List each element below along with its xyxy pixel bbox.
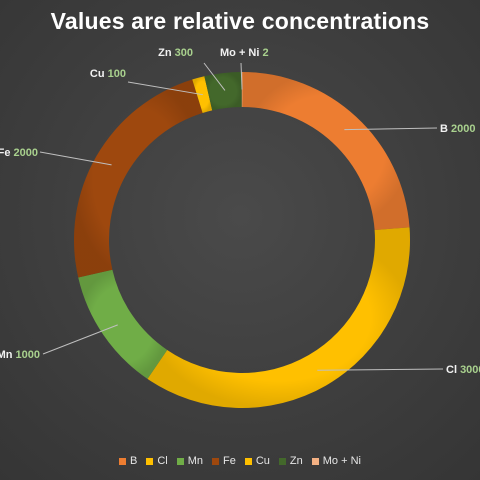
- legend-swatch: [311, 457, 319, 465]
- data-label-name: Mo + Ni: [220, 47, 262, 59]
- data-label-name: Mn: [0, 349, 16, 361]
- data-label-name: B: [440, 123, 451, 135]
- leader-line: [127, 81, 203, 96]
- leader-line: [344, 127, 438, 131]
- legend-swatch: [244, 457, 252, 465]
- legend-swatch: [278, 457, 286, 465]
- leader-line: [317, 368, 444, 371]
- legend-label: Cl: [157, 455, 168, 467]
- legend-item: Cu: [244, 455, 270, 467]
- legend-swatch: [212, 457, 220, 465]
- legend-label: Mo + Ni: [322, 455, 361, 467]
- legend-label: Mn: [187, 455, 204, 467]
- data-label: Zn 300: [158, 47, 193, 59]
- legend-swatch: [119, 457, 126, 465]
- legend-swatch: [146, 457, 154, 465]
- legend-item: Mo + Ni: [311, 455, 361, 467]
- data-label-name: Cl: [446, 364, 460, 376]
- data-label-value: 2000: [14, 147, 38, 159]
- data-label: Mn 1000: [0, 349, 40, 361]
- leader-line: [240, 62, 243, 90]
- slice-shade: [74, 79, 203, 278]
- legend-item: Fe: [212, 455, 236, 467]
- chart-title: Values are relative concentrations: [50, 8, 430, 34]
- slice-shade: [242, 72, 410, 231]
- data-label: Fe 2000: [0, 147, 38, 159]
- data-label-value: 100: [108, 68, 126, 80]
- data-label-name: Zn: [158, 47, 175, 59]
- legend-label: B: [130, 455, 138, 467]
- legend-item: B: [119, 455, 137, 467]
- legend-label: Zn: [289, 455, 303, 467]
- data-label-name: Fe: [0, 147, 14, 159]
- data-label-value: 300: [175, 47, 193, 59]
- legend-item: Mn: [176, 455, 204, 467]
- data-label: Mo + Ni 2: [220, 47, 269, 59]
- data-label: B 2000: [440, 123, 475, 135]
- leader-line: [42, 324, 118, 355]
- data-label: Cl 3000: [446, 364, 480, 376]
- legend-swatch: [176, 457, 184, 465]
- data-label-value: 2000: [451, 123, 475, 135]
- chart-legend: B Cl Mn Fe Cu Zn Mo + Ni: [0, 455, 480, 467]
- slice-shade: [204, 72, 242, 111]
- legend-label: Fe: [223, 455, 236, 467]
- legend-item: Zn: [278, 455, 303, 467]
- slice-shade: [78, 269, 168, 379]
- legend-item: Cl: [146, 455, 168, 467]
- slice-shade: [147, 227, 410, 409]
- data-label-value: 3000: [460, 364, 480, 376]
- data-label: Cu 100: [90, 68, 126, 80]
- leader-line: [203, 62, 226, 91]
- data-label-value: 1000: [16, 349, 40, 361]
- data-label-value: 2: [262, 47, 268, 59]
- legend-label: Cu: [255, 455, 270, 467]
- data-label-name: Cu: [90, 68, 108, 80]
- leader-line: [39, 151, 112, 166]
